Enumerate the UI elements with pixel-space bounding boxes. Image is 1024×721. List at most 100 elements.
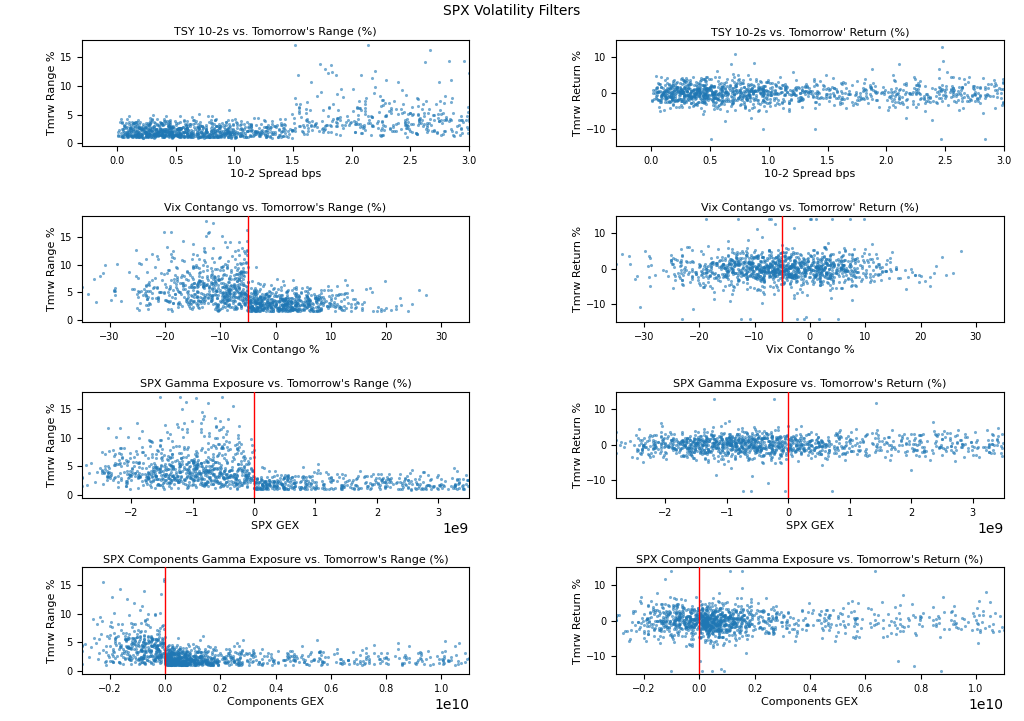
Point [808,270,824,282]
Point [690,258,707,270]
Point [251,285,267,296]
Point [840,272,856,283]
Point [698,620,715,632]
Point [740,92,757,103]
Point [113,624,129,636]
Point [695,248,712,260]
Point [403,475,420,487]
Point [728,441,744,452]
Point [718,76,734,87]
Point [246,444,262,456]
Point [711,430,727,442]
Point [311,306,328,317]
Point [793,438,809,450]
Point [791,265,807,277]
Point [746,94,763,105]
Point [898,79,914,91]
Point [735,91,752,102]
Point [777,438,794,449]
Point [696,620,713,632]
Point [817,242,834,254]
Point [171,658,187,669]
Point [735,276,752,288]
Point [288,477,304,488]
Point [96,656,113,668]
Point [113,443,129,454]
Point [245,302,261,314]
Point [221,649,238,660]
Point [708,435,724,447]
Point [198,454,214,465]
Point [718,95,734,107]
Point [239,472,255,483]
Point [461,67,477,79]
Point [717,437,733,448]
Point [144,475,161,487]
Point [173,653,189,665]
Point [226,286,243,298]
Point [711,596,727,608]
Point [784,443,801,454]
Point [859,255,876,266]
Point [811,265,827,276]
Point [184,118,201,130]
Point [364,73,380,84]
Point [114,131,130,142]
Point [758,84,774,96]
Point [833,94,849,105]
Point [809,263,825,275]
Point [158,649,174,660]
Point [169,476,185,487]
Point [385,125,401,137]
Point [655,89,672,101]
Point [214,468,230,479]
Point [176,658,193,670]
Point [868,397,885,409]
Point [733,313,750,324]
Point [141,129,158,141]
Point [657,606,674,617]
Point [259,647,275,658]
Point [756,450,772,461]
Point [248,474,264,485]
Point [716,627,732,638]
Point [768,611,784,622]
Point [738,612,755,624]
Point [161,290,177,301]
Point [664,442,680,454]
Point [801,435,817,447]
Point [188,463,205,474]
Point [119,641,135,653]
Point [231,130,248,141]
Point [150,461,166,473]
Point [251,129,267,141]
Point [669,601,685,612]
Point [168,650,184,661]
Point [249,296,265,307]
Point [310,291,327,303]
Point [710,75,726,87]
Point [847,632,863,644]
Point [207,642,223,653]
Point [246,285,262,296]
Point [800,619,816,631]
Point [793,439,809,451]
Point [185,248,202,260]
Point [823,213,840,225]
Point [179,120,196,131]
Point [342,479,358,490]
Point [668,609,684,620]
Point [228,286,245,297]
Point [749,86,765,97]
Point [720,629,736,641]
Point [833,257,849,269]
Point [248,655,264,666]
Point [211,275,227,286]
Point [705,616,721,627]
Point [688,617,705,629]
Point [727,629,743,641]
Point [770,442,786,454]
Point [197,294,213,306]
Point [834,264,850,275]
Point [384,478,400,490]
